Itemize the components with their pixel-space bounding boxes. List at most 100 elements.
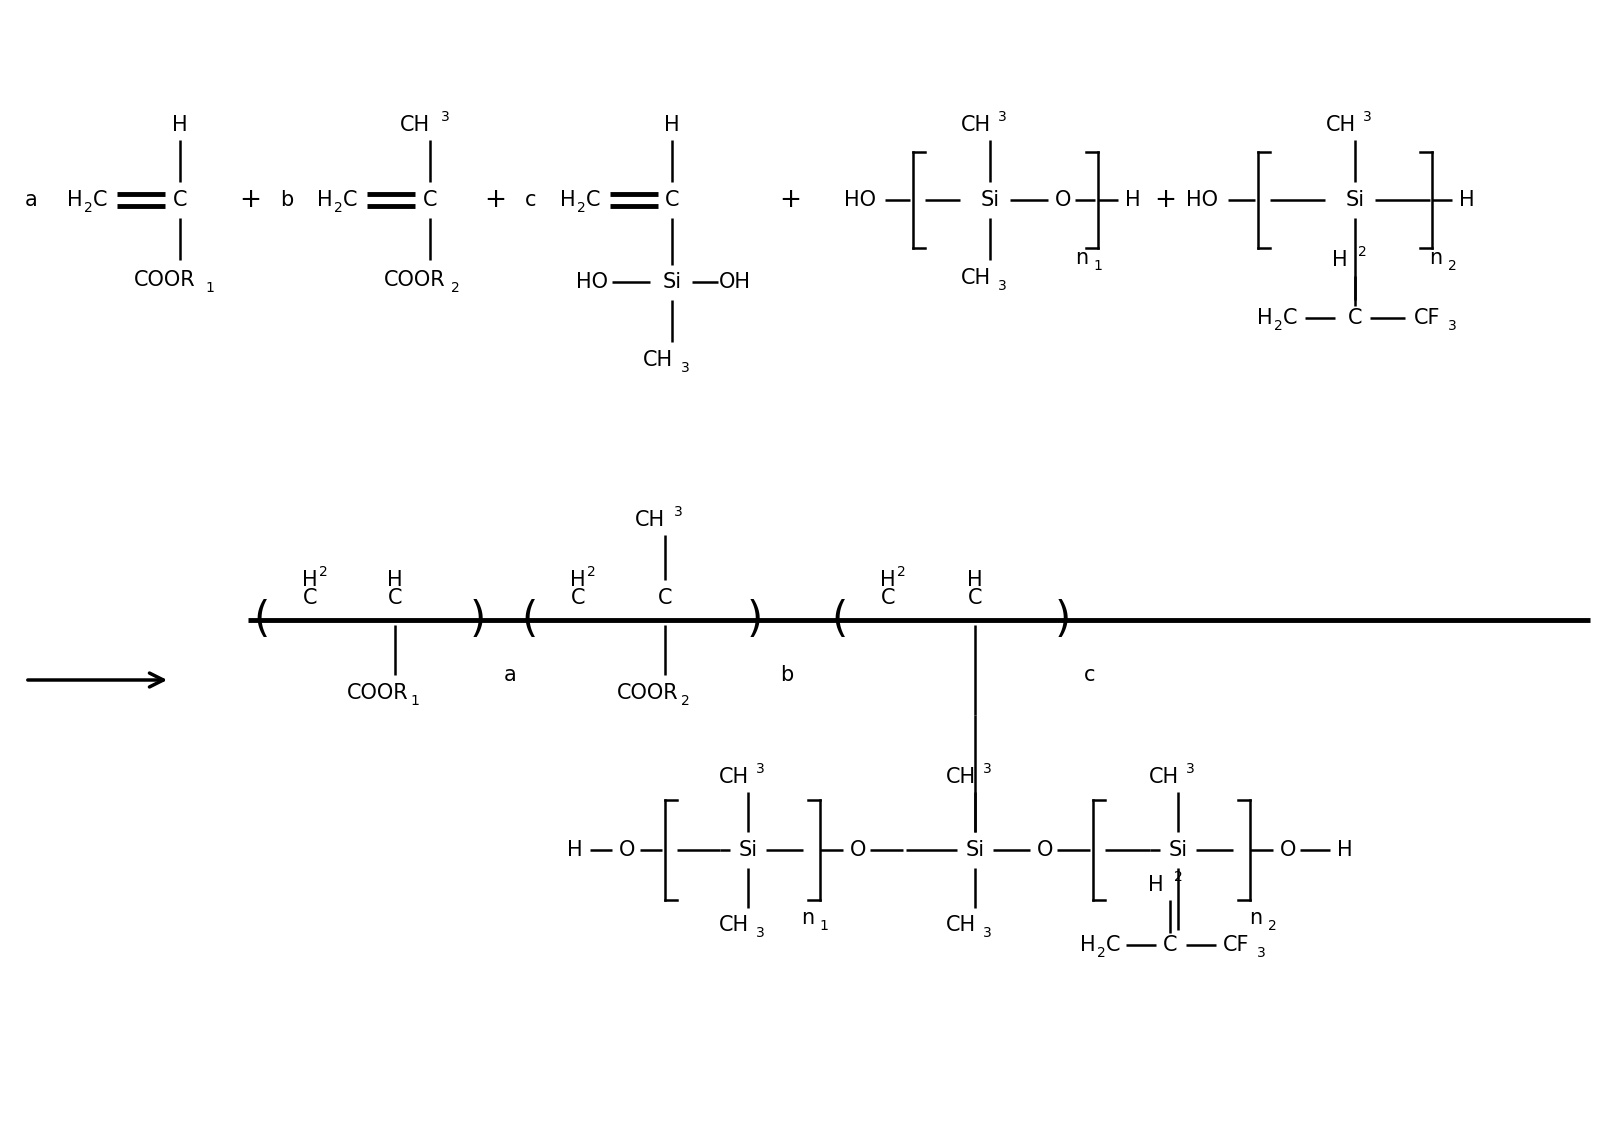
Text: H: H (567, 841, 583, 860)
Text: 3: 3 (756, 926, 764, 940)
Text: CH: CH (634, 510, 664, 530)
Text: 2: 2 (586, 565, 595, 579)
Text: 2: 2 (1273, 319, 1281, 333)
Text: CH: CH (1326, 115, 1355, 135)
Text: C: C (387, 588, 401, 608)
Text: 3: 3 (997, 279, 1006, 293)
Text: 1: 1 (819, 919, 828, 933)
Text: n: n (1249, 908, 1262, 928)
Text: (: ( (831, 600, 847, 641)
Text: c: c (525, 190, 536, 210)
Text: H: H (560, 190, 576, 210)
Text: 2: 2 (318, 565, 327, 579)
Text: 3: 3 (681, 361, 689, 375)
Text: C: C (586, 190, 600, 210)
Text: H: H (570, 570, 586, 590)
Text: C: C (1347, 308, 1361, 328)
Text: 2: 2 (1096, 946, 1104, 960)
Text: H: H (67, 190, 83, 210)
Text: n: n (801, 908, 814, 928)
Text: 1: 1 (205, 281, 215, 295)
Text: CH: CH (1148, 767, 1178, 787)
Text: 1: 1 (1093, 259, 1101, 273)
Text: CH: CH (642, 349, 672, 370)
Text: O: O (1054, 190, 1071, 210)
Text: CH: CH (945, 767, 976, 787)
Text: 2: 2 (1356, 246, 1366, 259)
Text: Si: Si (979, 190, 998, 210)
Text: ): ) (470, 600, 486, 641)
Text: CF: CF (1412, 308, 1440, 328)
Text: C: C (880, 588, 894, 608)
Text: 2: 2 (896, 565, 905, 579)
Text: H: H (880, 570, 896, 590)
Text: b: b (780, 665, 793, 685)
Text: n: n (1428, 248, 1441, 268)
Text: Si: Si (738, 841, 758, 860)
Text: C: C (658, 588, 672, 608)
Text: HO: HO (576, 272, 608, 292)
Text: CF: CF (1221, 935, 1249, 955)
Text: 2: 2 (83, 201, 93, 215)
Text: H: H (1125, 190, 1140, 210)
Text: (: ( (522, 600, 538, 641)
Text: H: H (664, 115, 679, 135)
Text: O: O (618, 841, 636, 860)
Text: O: O (1037, 841, 1053, 860)
Text: 3: 3 (672, 505, 682, 518)
Text: H: H (1148, 875, 1164, 895)
Text: n: n (1075, 248, 1088, 268)
Text: C: C (1106, 935, 1120, 955)
Text: CH: CH (960, 115, 990, 135)
Text: COOR: COOR (616, 683, 679, 703)
Text: C: C (570, 588, 584, 608)
Text: H: H (1332, 250, 1347, 270)
Text: CH: CH (945, 915, 976, 935)
Text: c: c (1083, 665, 1095, 685)
Text: H: H (387, 570, 403, 590)
Text: H: H (302, 570, 318, 590)
Text: Si: Si (661, 272, 681, 292)
Text: 1: 1 (411, 694, 419, 708)
Text: C: C (303, 588, 318, 608)
Text: H: H (1257, 308, 1273, 328)
Text: 2: 2 (1446, 259, 1456, 273)
Text: COOR: COOR (347, 683, 409, 703)
Text: a: a (26, 190, 39, 210)
Text: 2: 2 (334, 201, 342, 215)
Text: Si: Si (1168, 841, 1186, 860)
Text: 2: 2 (451, 281, 459, 295)
Text: C: C (1162, 935, 1176, 955)
Text: ): ) (746, 600, 762, 641)
Text: O: O (849, 841, 865, 860)
Text: +: + (778, 187, 801, 214)
Text: COOR: COOR (384, 270, 446, 290)
Text: H: H (966, 570, 982, 590)
Text: C: C (422, 190, 437, 210)
Text: O: O (1279, 841, 1295, 860)
Text: H: H (1337, 841, 1351, 860)
Text: C: C (664, 190, 679, 210)
Text: HO: HO (1184, 190, 1217, 210)
Text: H: H (1459, 190, 1473, 210)
Text: H: H (172, 115, 188, 135)
Text: 3: 3 (756, 762, 764, 777)
Text: (: ( (254, 600, 270, 641)
Text: C: C (342, 190, 356, 210)
Text: H: H (1080, 935, 1095, 955)
Text: Si: Si (965, 841, 984, 860)
Text: C: C (93, 190, 108, 210)
Text: CH: CH (719, 915, 748, 935)
Text: 3: 3 (1446, 319, 1456, 333)
Text: 3: 3 (1361, 110, 1371, 124)
Text: 2: 2 (681, 694, 689, 708)
Text: +: + (483, 187, 506, 214)
Text: CH: CH (960, 268, 990, 288)
Text: Si: Si (1345, 190, 1364, 210)
Text: 3: 3 (997, 110, 1006, 124)
Text: 3: 3 (982, 926, 990, 940)
Text: 2: 2 (1173, 870, 1181, 884)
Text: +: + (239, 187, 262, 214)
Text: 2: 2 (1266, 919, 1276, 933)
Text: a: a (504, 665, 517, 685)
